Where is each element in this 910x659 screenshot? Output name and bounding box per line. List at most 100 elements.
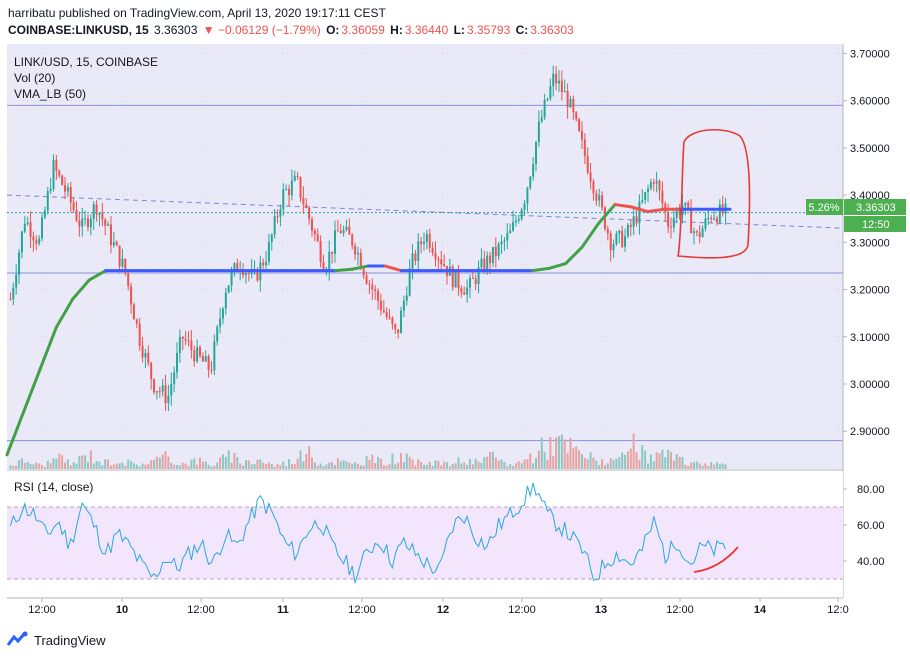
candle-body (497, 244, 500, 257)
volume-bar (606, 463, 609, 469)
candle-body (466, 287, 469, 295)
candle-body (503, 240, 506, 242)
volume-bar (193, 458, 196, 469)
volume-bar (256, 459, 259, 469)
vma-segment (646, 207, 666, 214)
candle-body (517, 219, 520, 221)
candle-body (672, 217, 675, 228)
candle-body (583, 139, 586, 157)
volume-bar (118, 463, 121, 469)
price-axis-ticks: 3.700003.600003.500003.400003.300003.200… (843, 48, 890, 438)
symbol-ohlc-row: COINBASE:LINKUSD, 15 3.36303 ▼ −0.06129 … (8, 23, 576, 37)
price-tick-label: 3.70000 (850, 48, 890, 60)
candle-body (661, 190, 664, 204)
volume-bar (546, 459, 549, 469)
candle-body (236, 263, 239, 271)
volume-bar (221, 454, 224, 469)
candle-body (173, 372, 176, 384)
candle-body (213, 341, 216, 371)
volume-bar (463, 462, 466, 469)
candle-body (494, 247, 497, 257)
candle-body (451, 266, 454, 288)
open-label: O: (326, 23, 340, 37)
candle-body (575, 112, 578, 120)
candle-body (316, 234, 319, 242)
candle-body (308, 207, 311, 220)
volume-bar (181, 462, 184, 469)
tradingview-logo-icon (6, 631, 28, 646)
volume-bar (296, 458, 299, 469)
candle-body (181, 336, 184, 339)
candle-body (405, 295, 408, 301)
candle-body (262, 262, 265, 266)
volume-bar (342, 460, 345, 469)
vma-segment (350, 264, 370, 271)
candle-body (624, 236, 627, 247)
price-badge-text: 3.36303 (856, 202, 896, 214)
volume-bar (692, 461, 695, 469)
price-axis[interactable] (843, 44, 910, 469)
volume-bar (483, 457, 486, 469)
candle-body (153, 379, 156, 393)
candle-body (64, 185, 67, 192)
percent-badge (806, 199, 843, 215)
candle-body (121, 258, 124, 267)
volume-bar (644, 450, 647, 469)
volume-bar (578, 450, 581, 469)
volume-bar (359, 465, 362, 469)
vma-segment (597, 203, 617, 225)
candle-body (578, 119, 581, 131)
volume-bar (49, 463, 52, 469)
high-label: H: (390, 23, 403, 37)
candle-body (474, 278, 477, 285)
volume-bar (262, 462, 265, 469)
candle-body (193, 350, 196, 362)
volume-bar (219, 457, 222, 469)
volume-bar (497, 460, 500, 469)
volume-bar (580, 454, 583, 469)
candle-body (580, 130, 583, 140)
volume-bar (629, 448, 632, 469)
close-value: 3.36303 (530, 23, 574, 37)
candle-body (359, 252, 362, 269)
candle-body (652, 182, 655, 184)
candle-body (112, 242, 115, 246)
candle-body (420, 241, 423, 244)
price-tick-label: 3.30000 (850, 237, 890, 249)
volume-bar (431, 465, 434, 469)
candle-body (707, 218, 710, 220)
volume-bar (207, 464, 210, 469)
candle-body (687, 202, 690, 209)
candle-body (32, 236, 35, 241)
candle-body (322, 262, 325, 271)
candle-body (66, 187, 69, 192)
candle-body (26, 222, 29, 224)
volume-bar (489, 452, 492, 469)
volume-bar (196, 464, 199, 469)
candle-body (178, 336, 181, 354)
publish-info: harribatu published on TradingView.com, … (8, 6, 386, 20)
volume-bar (313, 462, 316, 469)
candle-body (299, 177, 302, 198)
candle-body (411, 253, 414, 269)
candle-body (454, 271, 457, 288)
candle-body (273, 216, 276, 235)
volume-bar (325, 464, 328, 469)
price-pane[interactable] (7, 44, 843, 469)
time-axis[interactable]: 12:00 10 12:00 11 12:00 12 12:00 13 12:00 14 12:0 (28, 598, 849, 616)
volume-bar (647, 463, 650, 469)
volume-bar (115, 463, 118, 469)
candle-body (293, 175, 296, 181)
volume-bar (664, 457, 667, 469)
volume-bar (598, 465, 601, 469)
volume-bar (247, 460, 250, 469)
candle-body (265, 261, 268, 266)
volume-bar (227, 450, 230, 469)
time-tick-label: 12 (437, 604, 449, 616)
volume-bar (121, 462, 124, 469)
candle-body (391, 317, 394, 325)
price-badge (844, 199, 906, 215)
candle-body (98, 213, 101, 215)
vma-segment (564, 245, 584, 266)
